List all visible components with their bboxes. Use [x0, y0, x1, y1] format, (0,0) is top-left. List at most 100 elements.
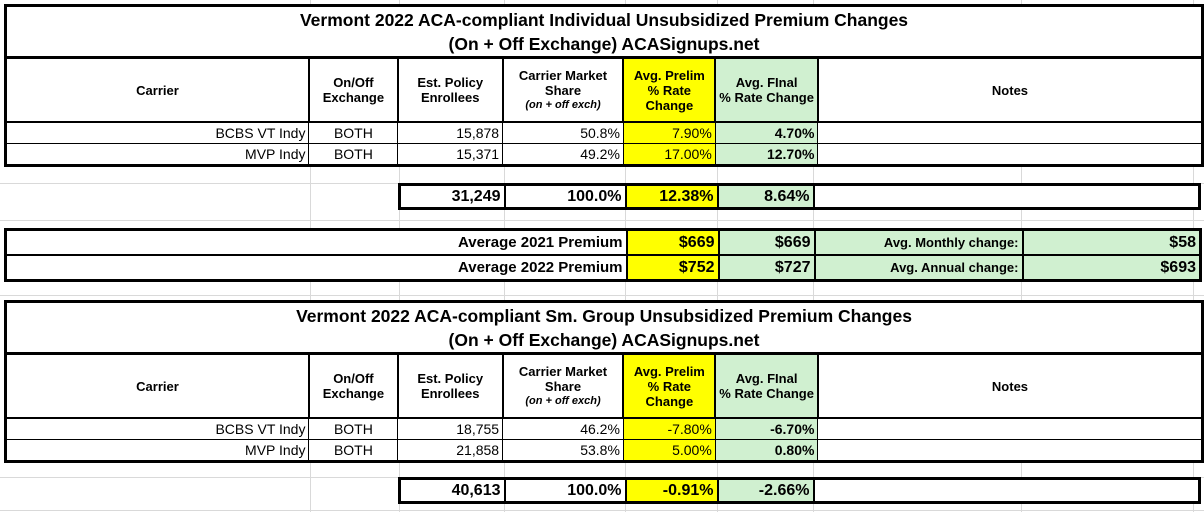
carrier-cell[interactable]: MVP Indy [4, 143, 310, 166]
notes-cell[interactable] [817, 439, 1203, 462]
carrier-cell[interactable]: BCBS VT Indy [4, 121, 310, 144]
small-group-total-row: 40,613 100.0% -0.91% -2.66% [398, 477, 1201, 504]
notes-cell[interactable] [817, 121, 1203, 144]
header-exchange[interactable]: On/Off Exchange [307, 352, 399, 419]
final-rate-cell[interactable]: 4.70% [714, 121, 819, 144]
exchange-cell[interactable]: BOTH [308, 417, 399, 440]
summary-prelim-cell[interactable]: $752 [625, 254, 720, 282]
header-final-line1: Avg. FInal [735, 75, 798, 90]
header-exchange-line1: On/Off [333, 75, 374, 90]
header-market-share[interactable]: Carrier Market Share (on + off exch) [501, 352, 625, 419]
summary-prelim-cell[interactable]: $669 [625, 228, 720, 256]
total-enrollees-cell[interactable]: 40,613 [398, 477, 506, 504]
share-cell[interactable]: 53.8% [502, 439, 624, 462]
header-share-line1: Carrier Market [518, 67, 608, 83]
total-share-cell[interactable]: 100.0% [503, 183, 627, 210]
total-notes-cell[interactable] [812, 477, 1201, 504]
title-line-2: (On + Off Exchange) ACASignups.net [448, 329, 760, 350]
header-final-rate[interactable]: Avg. FInal % Rate Change [714, 56, 819, 123]
title-line-2: (On + Off Exchange) ACASignups.net [448, 33, 760, 54]
header-enrollees-line2: Enrollees [420, 386, 480, 401]
exchange-cell[interactable]: BOTH [308, 439, 399, 462]
notes-cell[interactable] [817, 417, 1203, 440]
header-prelim-line2: % Rate [647, 378, 692, 394]
summary-row: Average 2022 Premium $752 $727 Avg. Annu… [4, 254, 1202, 282]
small-group-market-table: Vermont 2022 ACA-compliant Sm. Group Uns… [4, 300, 1204, 463]
total-prelim-cell[interactable]: -0.91% [624, 477, 719, 504]
annual-change-value-cell[interactable]: $693 [1021, 254, 1202, 282]
final-rate-cell[interactable]: 0.80% [714, 439, 819, 462]
header-enrollees-line2: Enrollees [420, 90, 480, 105]
summary-label-cell[interactable]: Average 2022 Premium [4, 254, 628, 282]
carrier-cell[interactable]: MVP Indy [4, 439, 310, 462]
header-enrollees[interactable]: Est. Policy Enrollees [396, 56, 504, 123]
summary-final-cell[interactable]: $669 [717, 228, 816, 256]
total-enrollees-cell[interactable]: 31,249 [398, 183, 506, 210]
header-share-line2: Share [544, 82, 582, 98]
prelim-rate-cell[interactable]: 5.00% [622, 439, 716, 462]
table-row: MVP Indy BOTH 21,858 53.8% 5.00% 0.80% [4, 439, 1203, 462]
gridline [0, 510, 1204, 511]
header-prelim-line3: Change [645, 97, 694, 113]
header-exchange[interactable]: On/Off Exchange [307, 56, 399, 123]
final-rate-cell[interactable]: -6.70% [714, 417, 819, 440]
total-prelim-cell[interactable]: 12.38% [624, 183, 719, 210]
share-cell[interactable]: 49.2% [502, 143, 624, 166]
gridline [0, 220, 1204, 221]
enrollees-cell[interactable]: 18,755 [397, 417, 504, 440]
header-carrier[interactable]: Carrier [4, 56, 310, 123]
header-prelim-rate[interactable]: Avg. Prelim % Rate Change [622, 352, 717, 419]
annual-change-label-cell[interactable]: Avg. Annual change: [813, 254, 1024, 282]
total-notes-cell[interactable] [812, 183, 1201, 210]
summary-label-cell[interactable]: Average 2021 Premium [4, 228, 628, 256]
total-final-cell[interactable]: 8.64% [716, 183, 815, 210]
header-carrier[interactable]: Carrier [4, 352, 310, 419]
header-share-line1: Carrier Market [518, 363, 608, 379]
carrier-cell[interactable]: BCBS VT Indy [4, 417, 310, 440]
summary-row: Average 2021 Premium $669 $669 Avg. Mont… [4, 228, 1202, 256]
header-prelim-line1: Avg. Prelim [633, 67, 705, 83]
total-final-cell[interactable]: -2.66% [716, 477, 815, 504]
table-row: BCBS VT Indy BOTH 15,878 50.8% 7.90% 4.7… [4, 121, 1203, 144]
notes-cell[interactable] [817, 143, 1203, 166]
header-prelim-rate[interactable]: Avg. Prelim % Rate Change [622, 56, 717, 123]
exchange-cell[interactable]: BOTH [308, 143, 399, 166]
header-notes[interactable]: Notes [816, 352, 1204, 419]
prelim-rate-cell[interactable]: -7.80% [622, 417, 716, 440]
monthly-change-value-cell[interactable]: $58 [1021, 228, 1202, 256]
enrollees-cell[interactable]: 15,878 [397, 121, 504, 144]
average-premium-summary: Average 2021 Premium $669 $669 Avg. Mont… [4, 228, 1202, 282]
header-final-rate[interactable]: Avg. FInal % Rate Change [714, 352, 819, 419]
exchange-cell[interactable]: BOTH [308, 121, 399, 144]
header-final-line2: % Rate Change [719, 386, 814, 401]
header-exchange-line2: Exchange [322, 386, 385, 401]
title-line-1: Vermont 2022 ACA-compliant Individual Un… [299, 9, 909, 30]
enrollees-cell[interactable]: 15,371 [397, 143, 504, 166]
table-row: MVP Indy BOTH 15,371 49.2% 17.00% 12.70% [4, 143, 1203, 166]
monthly-change-label-cell[interactable]: Avg. Monthly change: [813, 228, 1024, 256]
prelim-rate-cell[interactable]: 7.90% [622, 121, 716, 144]
enrollees-cell[interactable]: 21,858 [397, 439, 504, 462]
prelim-rate-cell[interactable]: 17.00% [622, 143, 716, 166]
header-enrollees-line1: Est. Policy [417, 371, 484, 386]
header-exchange-line2: Exchange [322, 90, 385, 105]
final-rate-cell[interactable]: 12.70% [714, 143, 819, 166]
table-row: BCBS VT Indy BOTH 18,755 46.2% -7.80% -6… [4, 417, 1203, 440]
header-final-line2: % Rate Change [719, 90, 814, 105]
share-cell[interactable]: 46.2% [502, 417, 624, 440]
header-market-share[interactable]: Carrier Market Share (on + off exch) [501, 56, 625, 123]
small-group-table-title-cell[interactable]: Vermont 2022 ACA-compliant Sm. Group Uns… [4, 300, 1204, 355]
individual-market-table: Vermont 2022 ACA-compliant Individual Un… [4, 4, 1204, 167]
header-prelim-line1: Avg. Prelim [633, 363, 705, 379]
summary-final-cell[interactable]: $727 [717, 254, 816, 282]
header-share-note: (on + off exch) [525, 394, 601, 407]
individual-table-title-cell[interactable]: Vermont 2022 ACA-compliant Individual Un… [4, 4, 1204, 59]
header-notes[interactable]: Notes [816, 56, 1204, 123]
share-cell[interactable]: 50.8% [502, 121, 624, 144]
individual-total-row: 31,249 100.0% 12.38% 8.64% [398, 183, 1201, 210]
total-share-cell[interactable]: 100.0% [503, 477, 627, 504]
header-prelim-line2: % Rate [647, 82, 692, 98]
header-enrollees-line1: Est. Policy [417, 75, 484, 90]
header-enrollees[interactable]: Est. Policy Enrollees [396, 352, 504, 419]
